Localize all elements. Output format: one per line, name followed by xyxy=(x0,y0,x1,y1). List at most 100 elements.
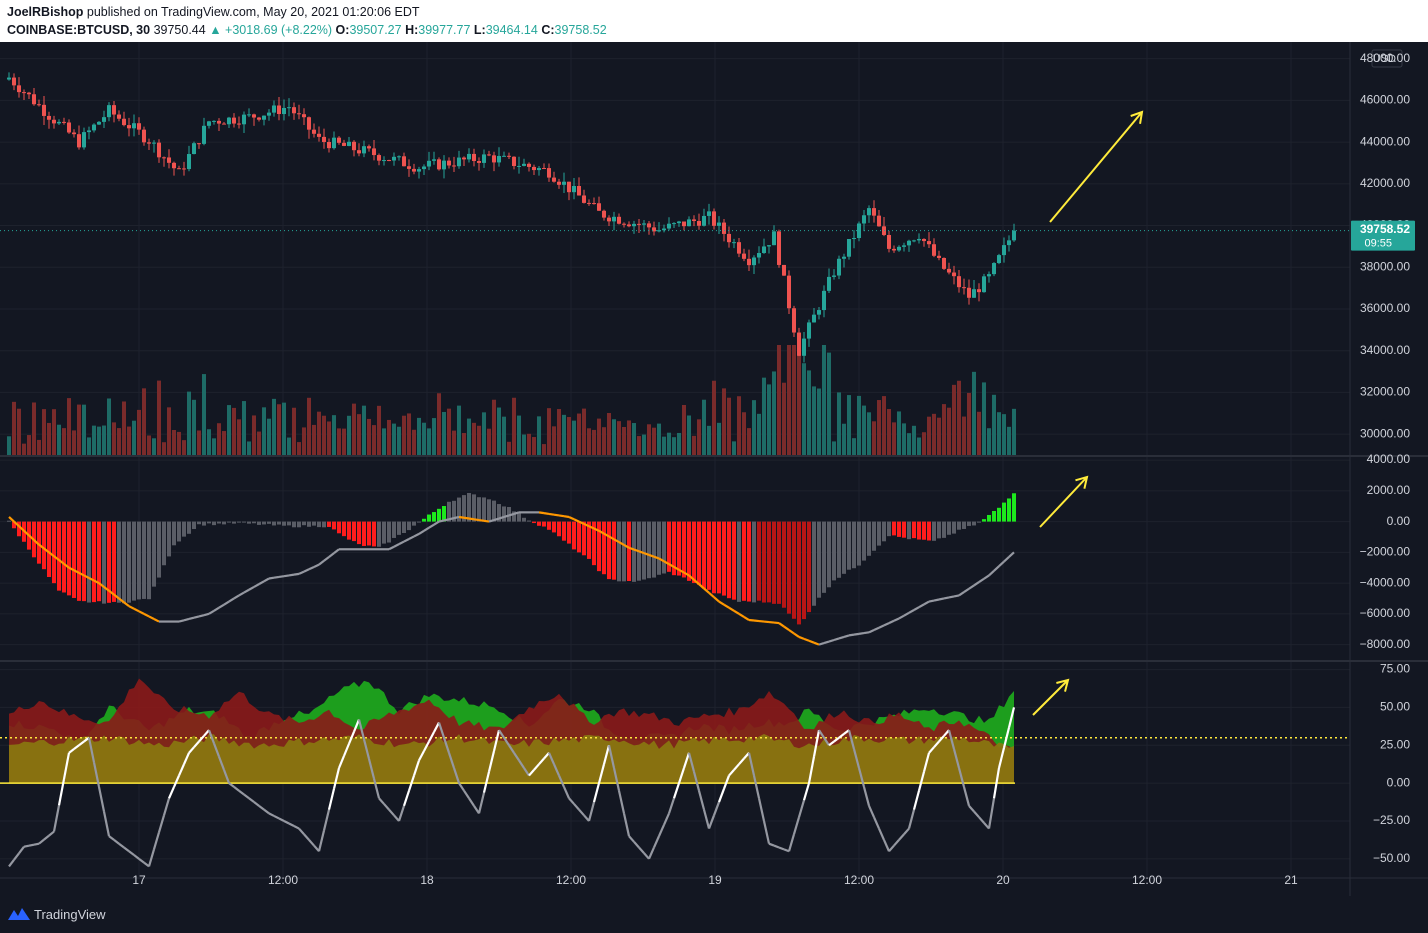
low-value: 39464.14 xyxy=(485,23,538,37)
macd-signal-line xyxy=(748,618,755,622)
oscillator-line xyxy=(847,729,856,750)
volume-bar xyxy=(972,371,976,455)
macd-signal-line xyxy=(988,569,995,577)
macd-histogram-bar xyxy=(562,521,566,541)
neutral-area xyxy=(9,733,1014,784)
macd-signal-line xyxy=(298,570,305,575)
macd-signal-line xyxy=(573,518,580,523)
macd-signal-line xyxy=(768,620,775,624)
macd-signal-line xyxy=(178,619,185,623)
macd-histogram-bar xyxy=(537,521,541,526)
macd-signal-line xyxy=(933,598,940,602)
macd-signal-line xyxy=(818,642,825,646)
volume-bar xyxy=(997,412,1001,455)
macd-histogram-bar xyxy=(907,521,911,540)
volume-bar xyxy=(867,412,871,455)
macd-signal-line xyxy=(843,634,850,638)
macd-histogram-bar xyxy=(322,521,326,528)
macd-histogram-bar xyxy=(717,521,721,594)
chart-canvas[interactable]: USD48000.0046000.0044000.0042000.0040000… xyxy=(0,42,1428,896)
macd-histogram-bar xyxy=(357,521,361,545)
volume-bar xyxy=(717,422,721,455)
open-label: O: xyxy=(335,23,350,37)
macd-histogram-bar xyxy=(387,521,391,543)
macd-histogram-bar xyxy=(497,504,501,522)
macd-histogram-bar xyxy=(687,521,691,581)
macd-signal-line xyxy=(448,517,455,521)
candle-body xyxy=(832,275,836,277)
macd-histogram-bar xyxy=(402,521,406,534)
candle-body xyxy=(792,308,796,333)
macd-histogram-bar xyxy=(417,521,421,523)
oscillator-line xyxy=(162,797,171,816)
macd-histogram-bar xyxy=(177,521,181,542)
volume-bar xyxy=(952,384,956,455)
volume-bar xyxy=(377,405,381,455)
macd-signal-line xyxy=(833,637,840,642)
candle-body xyxy=(177,168,181,170)
oscillator-line xyxy=(378,797,385,805)
macd-signal-line xyxy=(638,550,645,555)
macd-histogram-bar xyxy=(777,521,781,604)
oscillator-line xyxy=(533,763,540,771)
candle-body xyxy=(57,121,61,124)
oscillator-line xyxy=(877,828,886,841)
candle-body xyxy=(307,117,311,130)
macd-histogram-bar xyxy=(612,521,616,580)
macd-signal-line xyxy=(913,606,920,611)
candle-body xyxy=(37,104,41,106)
volume-bar xyxy=(342,428,346,455)
candle-body xyxy=(672,223,676,225)
macd-signal-line xyxy=(698,583,705,590)
macd-histogram-bar xyxy=(167,521,171,557)
macd-histogram-bar xyxy=(312,521,316,526)
oscillator-line xyxy=(992,767,1001,799)
candle-body xyxy=(527,163,531,167)
macd-signal-line xyxy=(63,563,70,569)
candle-body xyxy=(777,231,781,265)
volume-bar xyxy=(537,416,541,455)
volume-bar xyxy=(262,407,266,455)
macd-histogram-bar xyxy=(712,521,716,594)
volume-bar xyxy=(52,409,56,455)
macd-histogram-bar xyxy=(92,521,96,603)
macd-signal-line xyxy=(543,512,550,515)
volume-bar xyxy=(432,418,436,455)
oscillator-line xyxy=(258,804,265,811)
price-tick: 44000.00 xyxy=(1360,134,1410,148)
author-name[interactable]: JoelRBishop xyxy=(7,5,84,19)
macd-signal-line xyxy=(453,515,460,520)
candle-body xyxy=(187,154,191,170)
oscillator-line xyxy=(802,782,811,801)
volume-bar xyxy=(887,409,891,455)
volume-bar xyxy=(392,423,396,455)
volume-bar xyxy=(917,437,921,455)
oscillator-line xyxy=(442,737,451,754)
macd-signal-line xyxy=(878,624,885,629)
macd-signal-line xyxy=(153,618,160,623)
volume-bar xyxy=(762,377,766,455)
volume-bar xyxy=(457,405,461,455)
arrow-line xyxy=(1049,111,1143,223)
candle-body xyxy=(542,168,546,170)
macd-histogram-bar xyxy=(897,521,901,537)
candle-body xyxy=(242,114,246,125)
macd-histogram-bar xyxy=(377,521,381,547)
oscillator-line xyxy=(203,729,210,737)
macd-histogram-bar xyxy=(552,521,556,533)
oscillator-line xyxy=(468,797,475,807)
macd-histogram-bar xyxy=(132,521,136,601)
oscillator-line xyxy=(28,843,35,847)
oscillator-line xyxy=(228,782,235,788)
macd-histogram-bar xyxy=(972,521,976,526)
macd-histogram-bar xyxy=(482,497,486,522)
volume-bar xyxy=(92,425,96,455)
volume-bar xyxy=(27,435,31,455)
volume-bar xyxy=(562,414,566,455)
candle-body xyxy=(802,338,806,356)
candle-body xyxy=(517,165,521,167)
candle-body xyxy=(357,150,361,154)
oscillator-line xyxy=(562,786,571,799)
macd-histogram-bar xyxy=(917,521,921,540)
volume-bar xyxy=(192,399,196,455)
